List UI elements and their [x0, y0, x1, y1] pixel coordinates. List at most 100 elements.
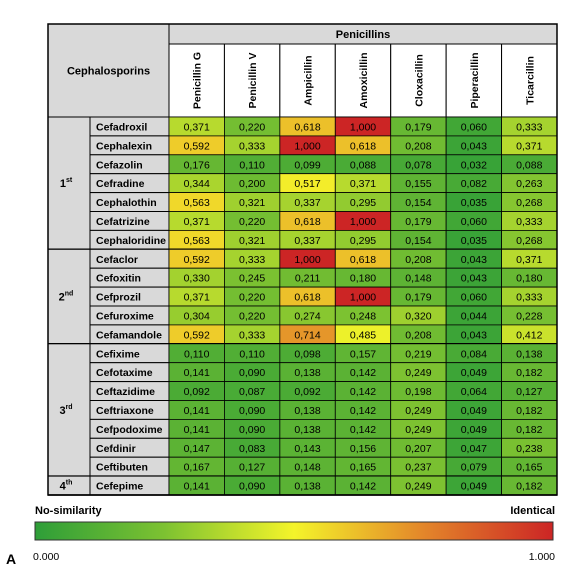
cell-value: 0,337 — [294, 197, 320, 209]
cell-value: 0,714 — [294, 329, 320, 341]
cell-value: 0,220 — [239, 292, 265, 304]
cell-value: 0,295 — [350, 197, 376, 209]
cell-value: 0,618 — [294, 292, 320, 304]
cell-value: 0,563 — [184, 235, 210, 247]
cell-value: 0,060 — [461, 216, 487, 228]
cell-value: 0,249 — [405, 481, 431, 493]
cell-value: 0,043 — [461, 140, 487, 152]
cell-value: 0,141 — [184, 481, 210, 493]
column-header-cell — [445, 43, 503, 118]
cell-value: 0,330 — [184, 273, 210, 285]
cell-value: 0,321 — [239, 197, 265, 209]
cell-value: 0,049 — [461, 405, 487, 417]
cell-value: 0,043 — [461, 254, 487, 266]
row-label: Cephaloridine — [96, 235, 166, 247]
cell-value: 0,198 — [405, 386, 431, 398]
cell-value: 0,333 — [239, 254, 265, 266]
cell-value: 0,110 — [184, 348, 210, 360]
cell-value: 0,228 — [516, 310, 542, 322]
cell-value: 0,049 — [461, 367, 487, 379]
cell-value: 0,141 — [184, 367, 210, 379]
cell-value: 0,099 — [294, 159, 320, 171]
cell-value: 0,321 — [239, 235, 265, 247]
cell-value: 0,248 — [350, 310, 376, 322]
cell-value: 0,592 — [184, 140, 210, 152]
cell-value: 0,142 — [350, 405, 376, 417]
cell-value: 0,333 — [516, 121, 542, 133]
cell-value: 0,147 — [184, 443, 210, 455]
row-label: Cefatrizine — [96, 216, 150, 228]
column-header-label: Ticarcillin — [524, 56, 536, 105]
cell-value: 0,182 — [516, 367, 542, 379]
cell-value: 0,237 — [405, 462, 431, 474]
row-label: Cefuroxime — [96, 310, 154, 322]
cell-value: 0,092 — [294, 386, 320, 398]
cell-value: 0,049 — [461, 424, 487, 436]
cell-value: 0,295 — [350, 235, 376, 247]
cell-value: 0,143 — [294, 443, 320, 455]
colorbar-min-label: 0.000 — [33, 551, 59, 563]
colorbar-right-label: Identical — [510, 505, 555, 517]
cell-value: 0,182 — [516, 424, 542, 436]
cell-value: 0,238 — [516, 443, 542, 455]
row-label: Cefotaxime — [96, 367, 153, 379]
cell-value: 0,333 — [516, 216, 542, 228]
cell-value: 0,219 — [405, 348, 431, 360]
cell-value: 0,138 — [516, 348, 542, 360]
cell-value: 0,127 — [516, 386, 542, 398]
cell-value: 0,179 — [405, 216, 431, 228]
cell-value: 0,592 — [184, 254, 210, 266]
cell-value: 0,208 — [405, 140, 431, 152]
row-label: Cefoxitin — [96, 273, 141, 285]
cell-value: 0,083 — [239, 443, 265, 455]
cell-value: 1,000 — [350, 292, 376, 304]
cell-value: 0,517 — [294, 178, 320, 190]
column-group-title: Penicillins — [336, 29, 390, 41]
cell-value: 0,485 — [350, 329, 376, 341]
generation-label: 1st — [60, 177, 73, 190]
cell-value: 0,154 — [405, 197, 431, 209]
cell-value: 0,082 — [461, 178, 487, 190]
row-label: Cefazolin — [96, 159, 143, 171]
cell-value: 0,043 — [461, 329, 487, 341]
cell-value: 0,618 — [350, 140, 376, 152]
cell-value: 0,337 — [294, 235, 320, 247]
column-header-label: Ampicillin — [303, 55, 315, 105]
cell-value: 0,563 — [184, 197, 210, 209]
cell-value: 0,618 — [294, 216, 320, 228]
column-header-label: Penicillin G — [192, 52, 204, 109]
row-label: Cephalothin — [96, 197, 157, 209]
colorbar-max-label: 1.000 — [529, 551, 555, 563]
table-border — [47, 23, 558, 496]
cell-value: 0,141 — [184, 424, 210, 436]
row-label: Cefamandole — [96, 329, 162, 341]
cell-value: 0,320 — [405, 310, 431, 322]
cell-value: 0,035 — [461, 235, 487, 247]
column-header-cell — [223, 43, 281, 118]
cell-value: 0,079 — [461, 462, 487, 474]
cell-value: 0,245 — [239, 273, 265, 285]
cell-value: 0,220 — [239, 310, 265, 322]
cell-value: 0,127 — [239, 462, 265, 474]
panel-label: A — [6, 551, 16, 567]
generation-cell — [47, 343, 91, 477]
cell-value: 0,142 — [350, 424, 376, 436]
cell-value: 0,043 — [461, 273, 487, 285]
cell-value: 0,179 — [405, 292, 431, 304]
cell-value: 0,182 — [516, 481, 542, 493]
cell-value: 0,157 — [350, 348, 376, 360]
row-label: Cefepime — [96, 481, 143, 493]
row-label: Ceftriaxone — [96, 405, 154, 417]
cell-value: 0,084 — [461, 348, 487, 360]
cell-value: 0,092 — [184, 386, 210, 398]
cell-value: 0,211 — [295, 273, 321, 285]
column-header-label: Cloxacillin — [413, 54, 425, 107]
cell-value: 0,138 — [294, 367, 320, 379]
cell-value: 0,208 — [405, 254, 431, 266]
cell-value: 1,000 — [294, 254, 320, 266]
cell-value: 0,274 — [294, 310, 320, 322]
cell-value: 0,371 — [184, 216, 210, 228]
cell-value: 0,167 — [184, 462, 210, 474]
cell-value: 0,592 — [184, 329, 210, 341]
